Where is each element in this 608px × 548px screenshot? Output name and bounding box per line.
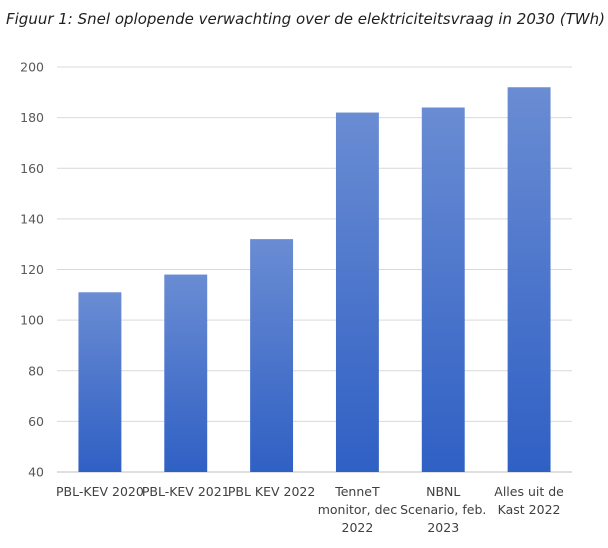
y-tick-label: 180 — [20, 110, 44, 125]
bar — [335, 112, 379, 472]
y-tick-label: 120 — [20, 262, 44, 277]
y-tick-label: 80 — [28, 363, 44, 378]
x-category-label: NBNL Scenario, feb. 2023 — [400, 484, 486, 535]
x-category-label: PBL-KEV 2021 — [142, 484, 230, 499]
bar — [507, 87, 551, 472]
bar — [250, 239, 294, 472]
y-tick-label: 140 — [20, 211, 44, 226]
x-category-label: Alles uit de Kast 2022 — [494, 484, 564, 517]
y-tick-label: 100 — [20, 313, 44, 328]
x-category-label: PBL-KEV 2020 — [56, 484, 144, 499]
x-category-label: PBL KEV 2022 — [228, 484, 315, 499]
bar — [421, 107, 465, 472]
bars — [78, 87, 551, 472]
gridlines — [57, 66, 572, 473]
x-category-label: TenneT monitor, dec 2022 — [318, 484, 397, 535]
bar — [164, 274, 208, 472]
y-tick-label: 200 — [20, 60, 44, 75]
y-tick-label: 60 — [28, 414, 44, 429]
y-axis-ticks: 40 60 80 100 120 140 160 180 200 — [20, 60, 44, 480]
bar — [78, 292, 122, 472]
y-tick-label: 40 — [28, 465, 44, 480]
figure-caption: Figuur 1: Snel oplopende verwachting ove… — [6, 10, 605, 28]
y-tick-label: 160 — [20, 161, 44, 176]
